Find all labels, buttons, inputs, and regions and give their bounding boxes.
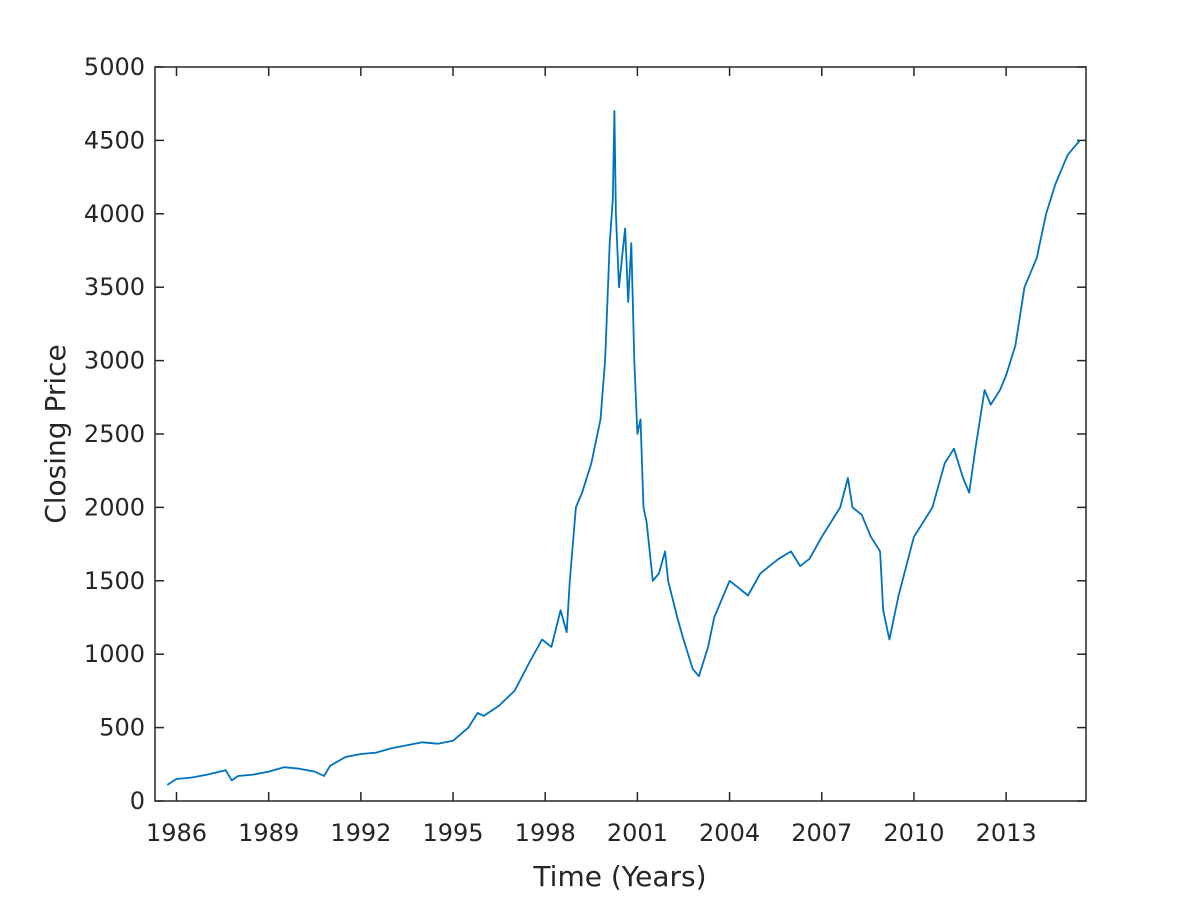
x-tick-label: 1986 <box>146 819 207 847</box>
x-tick-label: 2007 <box>791 819 852 847</box>
x-tick-label: 1998 <box>515 819 576 847</box>
x-tick-labels: 1986 1989 1992 1995 1998 2001 2004 2007 2010 2013 <box>146 819 1037 847</box>
x-tick-label: 2010 <box>883 819 944 847</box>
y-tick-label: 500 <box>99 714 145 742</box>
y-tick-label: 3000 <box>84 347 145 375</box>
x-tick-label: 1989 <box>238 819 299 847</box>
y-tick-label: 2000 <box>84 493 145 521</box>
y-tick-label: 1500 <box>84 567 145 595</box>
y-tick-labels: 0 500 1000 1500 2000 2500 3000 3500 4000 4500 5000 <box>84 53 145 815</box>
y-tick-label: 4000 <box>84 200 145 228</box>
y-tick-label: 1000 <box>84 640 145 668</box>
series-line <box>166 110 1081 786</box>
y-tick-label: 4500 <box>84 126 145 154</box>
x-axis-title: Time (Years) <box>532 860 706 893</box>
y-tick-label: 2500 <box>84 420 145 448</box>
y-axis-title: Closing Price <box>39 344 72 524</box>
x-tick-label: 1995 <box>423 819 484 847</box>
x-tick-label: 2013 <box>976 819 1037 847</box>
x-tick-label: 2004 <box>699 819 760 847</box>
y-tick-label: 0 <box>130 787 145 815</box>
x-tick-label: 2001 <box>607 819 668 847</box>
ticks <box>155 66 1086 802</box>
x-tick-label: 1992 <box>330 819 391 847</box>
y-tick-label: 5000 <box>84 53 145 81</box>
plot-area <box>154 66 1087 802</box>
y-tick-label: 3500 <box>84 273 145 301</box>
